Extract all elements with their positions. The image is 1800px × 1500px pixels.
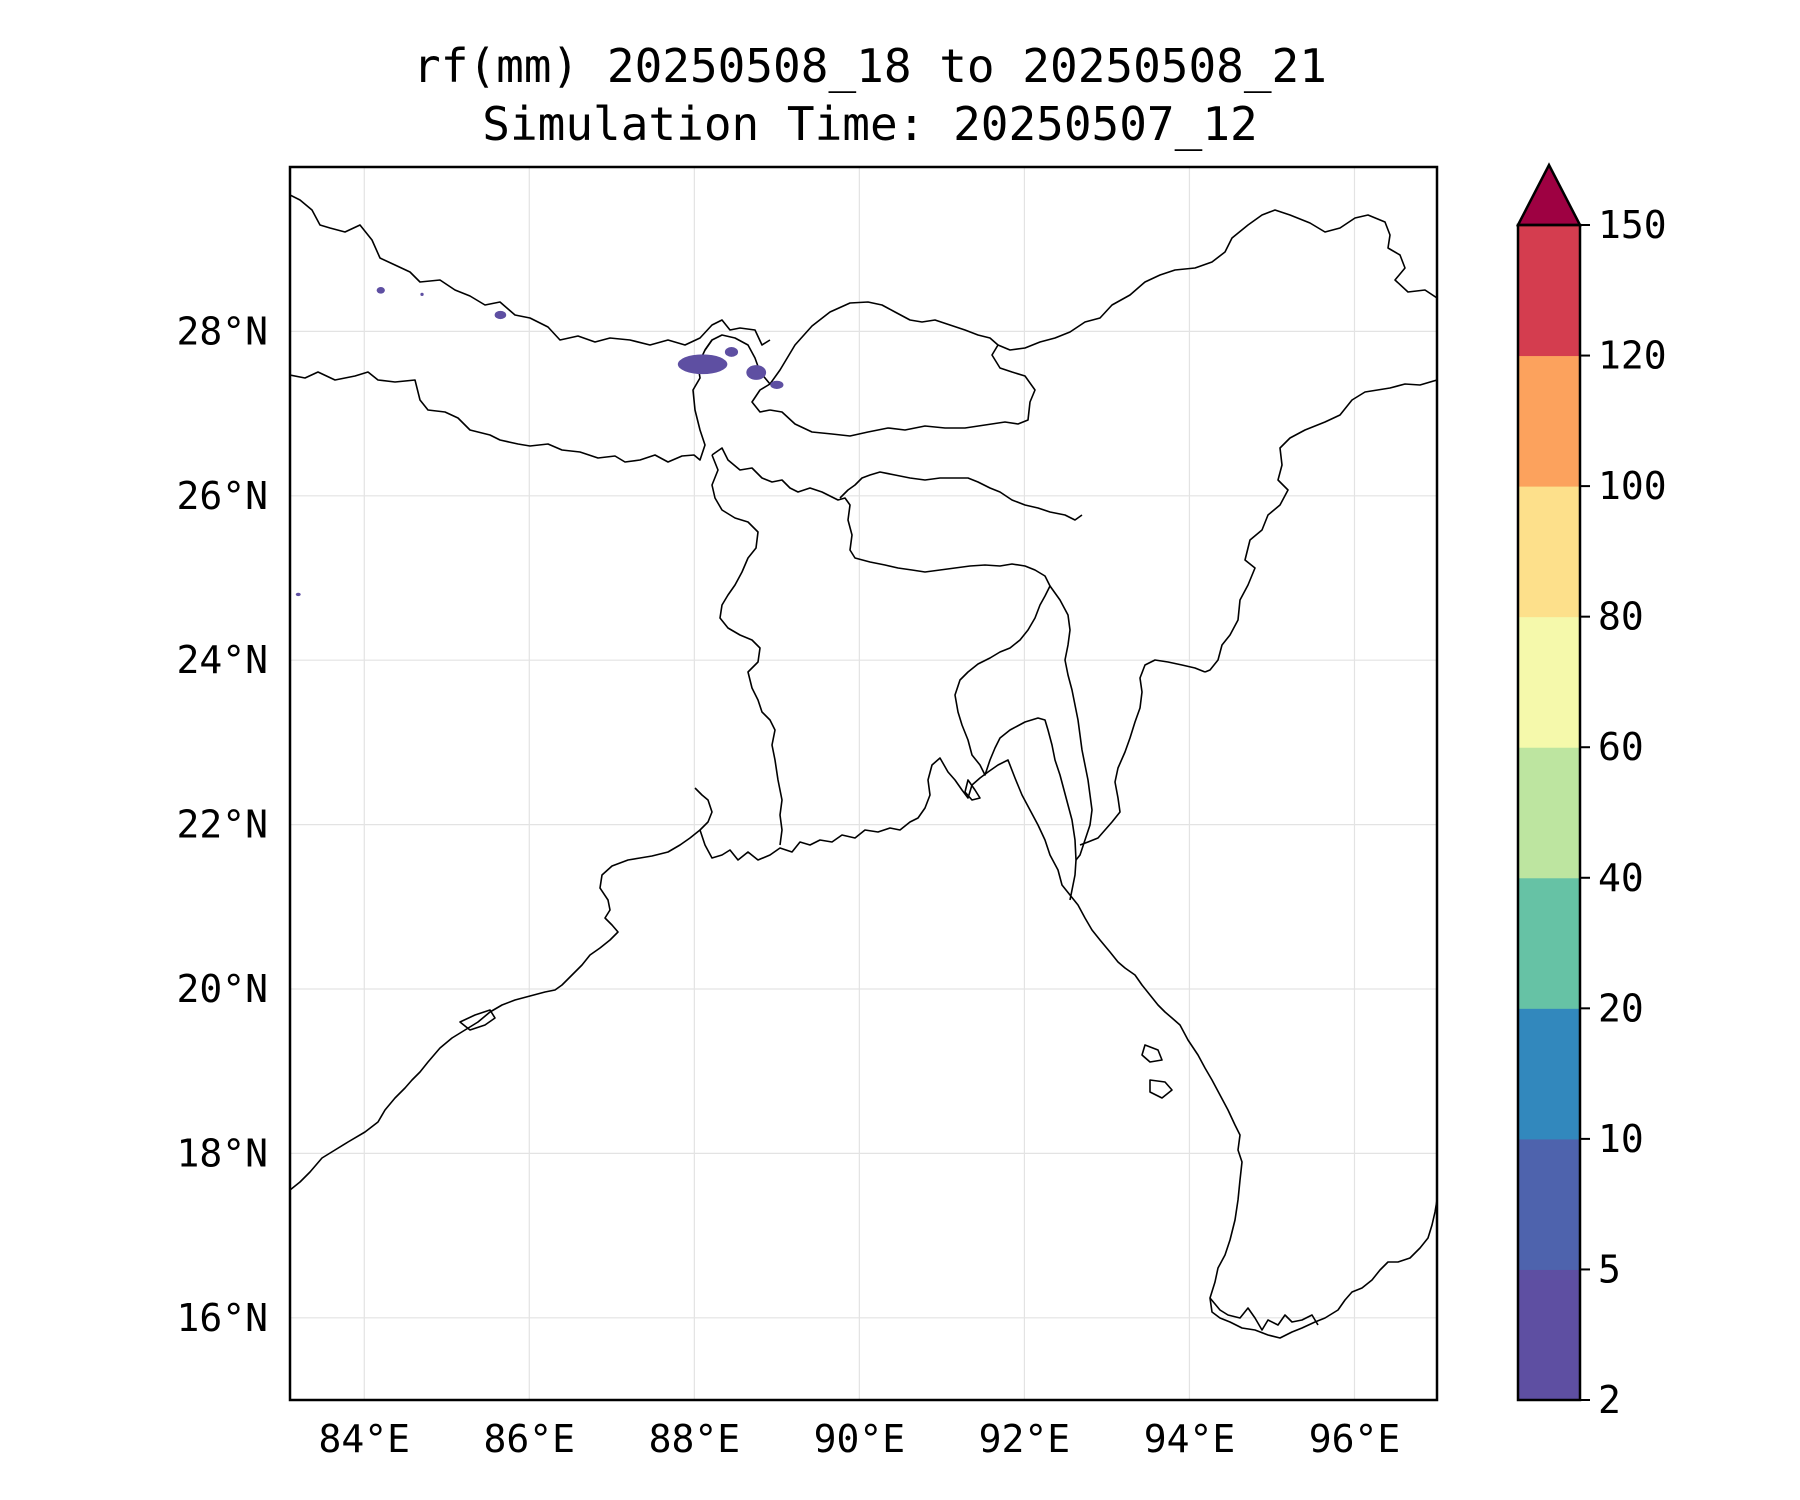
colorbar-segment bbox=[1518, 1269, 1580, 1401]
bangladesh-west-border-south bbox=[711, 454, 783, 846]
colorbar-segment bbox=[1518, 1138, 1580, 1270]
coastal-island-1 bbox=[964, 779, 981, 801]
colorbar-segment bbox=[1518, 486, 1580, 618]
lat-tick-label: 16°N bbox=[176, 1296, 268, 1340]
lon-tick-label: 92°E bbox=[979, 1417, 1071, 1461]
colorbar-frame bbox=[1516, 223, 1582, 1402]
rain-patch bbox=[746, 365, 767, 380]
colorbar-tick-label: 100 bbox=[1598, 464, 1667, 508]
lon-tick-label: 96°E bbox=[1309, 1417, 1401, 1461]
lat-tick-label: 20°N bbox=[176, 967, 268, 1011]
colorbar-tick-label: 20 bbox=[1598, 986, 1644, 1030]
nepal-south-border bbox=[290, 339, 713, 463]
rain-patch bbox=[770, 380, 784, 389]
colorbar: 2 5 10 20 40 60 80 100 120 150 bbox=[1515, 162, 1667, 1422]
colorbar-tick-label: 80 bbox=[1598, 595, 1644, 639]
colorbar-segment bbox=[1518, 225, 1580, 357]
chilika-island bbox=[459, 1009, 496, 1031]
coastal-island-2 bbox=[1149, 1079, 1173, 1099]
bhutan-border bbox=[769, 301, 1036, 437]
colorbar-segment bbox=[1518, 877, 1580, 1009]
coastlines-borders bbox=[290, 194, 1437, 1339]
lon-tick-label: 88°E bbox=[649, 1417, 741, 1461]
rainfall-contours bbox=[295, 287, 784, 597]
sikkim-border bbox=[704, 334, 771, 413]
colorbar-segment bbox=[1518, 747, 1580, 879]
colorbar-extend-arrow bbox=[1515, 162, 1583, 227]
map-frame bbox=[288, 165, 1439, 1402]
nepal-north-border bbox=[290, 194, 771, 346]
gridlines bbox=[290, 167, 1437, 1400]
rain-patch bbox=[724, 347, 739, 357]
lat-tick-label: 18°N bbox=[176, 1131, 268, 1175]
colorbar-tick-label: 2 bbox=[1598, 1378, 1621, 1422]
colorbar-tick-label: 5 bbox=[1598, 1247, 1621, 1291]
assam-east-border bbox=[1204, 379, 1437, 673]
lat-tick-label: 24°N bbox=[176, 638, 268, 682]
myanmar-west-border bbox=[1079, 659, 1206, 846]
lon-tick-label: 86°E bbox=[484, 1417, 576, 1461]
colorbar-tick-label: 150 bbox=[1598, 203, 1667, 247]
colorbar-tick-label: 40 bbox=[1598, 856, 1644, 900]
coastal-island-3 bbox=[1141, 1044, 1163, 1063]
longitude-ticks: 84°E 86°E 88°E 90°E 92°E 94°E 96°E bbox=[319, 1417, 1401, 1461]
rain-patch bbox=[677, 354, 728, 375]
odisha-coastline bbox=[290, 787, 713, 1191]
colorbar-segment bbox=[1518, 616, 1580, 748]
latitude-ticks: 28°N 26°N 24°N 22°N 20°N 18°N 16°N bbox=[176, 309, 268, 1339]
colorbar-tick-label: 10 bbox=[1598, 1117, 1644, 1161]
colorbar-tick-label: 60 bbox=[1598, 725, 1644, 769]
meghalaya-border bbox=[839, 471, 1083, 521]
lat-tick-label: 26°N bbox=[176, 474, 268, 518]
rain-patch bbox=[420, 292, 424, 297]
map-subtitle: Simulation Time: 20250507_12 bbox=[482, 97, 1258, 151]
colorbar-tick-label: 120 bbox=[1598, 334, 1667, 378]
colorbar-segment bbox=[1518, 355, 1580, 487]
colorbar-segment bbox=[1518, 1008, 1580, 1140]
lat-tick-label: 28°N bbox=[176, 309, 268, 353]
lon-tick-label: 84°E bbox=[319, 1417, 411, 1461]
lat-tick-label: 22°N bbox=[176, 803, 268, 847]
bangladesh-west-border bbox=[711, 447, 1077, 901]
rain-patch bbox=[494, 310, 507, 320]
irrawaddy-delta-coast bbox=[1209, 1297, 1319, 1331]
lon-tick-label: 90°E bbox=[814, 1417, 906, 1461]
rain-patch bbox=[376, 287, 385, 294]
tripura-border bbox=[1049, 585, 1093, 861]
lon-tick-label: 94°E bbox=[1144, 1417, 1236, 1461]
arunachal-north-border bbox=[997, 209, 1437, 351]
map-title: rf(mm) 20250508_18 to 20250508_21 bbox=[413, 39, 1327, 93]
rain-patch bbox=[295, 592, 301, 597]
bangladesh-coastline bbox=[699, 757, 1437, 1339]
